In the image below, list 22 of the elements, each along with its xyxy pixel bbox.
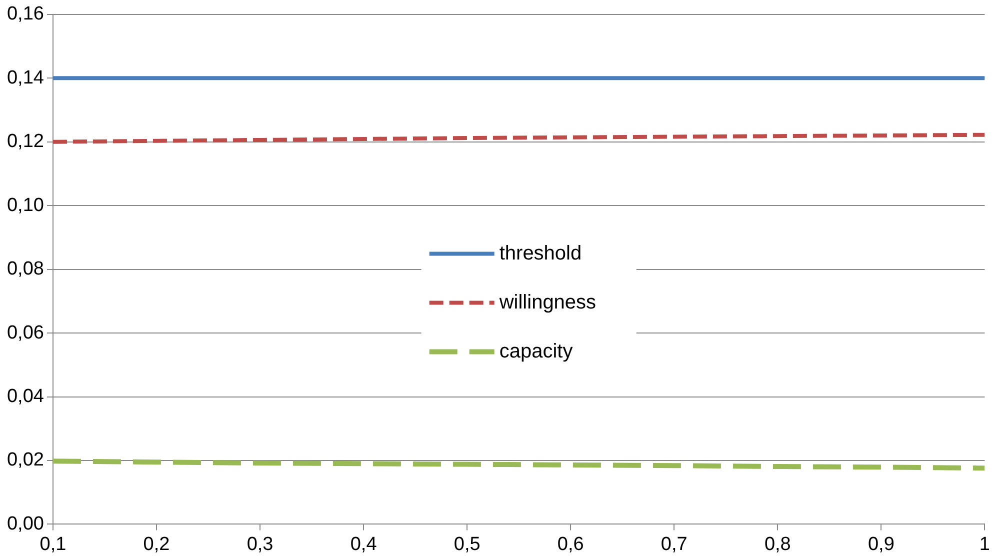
x-tick-label: 0,9: [868, 534, 894, 555]
legend-label: threshold: [499, 242, 582, 264]
x-tick-label: 0,2: [143, 534, 170, 555]
y-tick-label: 0,00: [6, 513, 44, 534]
y-tick-label: 0,10: [6, 194, 44, 216]
y-tick-label: 0,14: [6, 67, 44, 88]
y-tick-label: 0,06: [6, 322, 44, 344]
x-tick-label: 0,3: [246, 534, 274, 555]
y-tick-label: 0,08: [6, 258, 44, 280]
legend-label: willingness: [498, 291, 596, 314]
y-tick-label: 0,02: [6, 450, 44, 471]
x-tick-label: 0,4: [350, 534, 378, 555]
x-tick-label: 0,6: [557, 534, 584, 555]
x-tick-label: 0,7: [660, 534, 688, 555]
x-tick-label: 0,1: [40, 534, 66, 555]
y-tick-label: 0,04: [6, 386, 44, 407]
legend-label: capacity: [499, 340, 573, 362]
y-tick-label: 0,12: [6, 131, 44, 152]
x-tick-label: 0,8: [764, 534, 791, 555]
x-tick-label: 0,5: [454, 534, 480, 555]
x-tick-label: 1: [979, 534, 990, 555]
y-tick-label: 0,16: [6, 4, 44, 25]
